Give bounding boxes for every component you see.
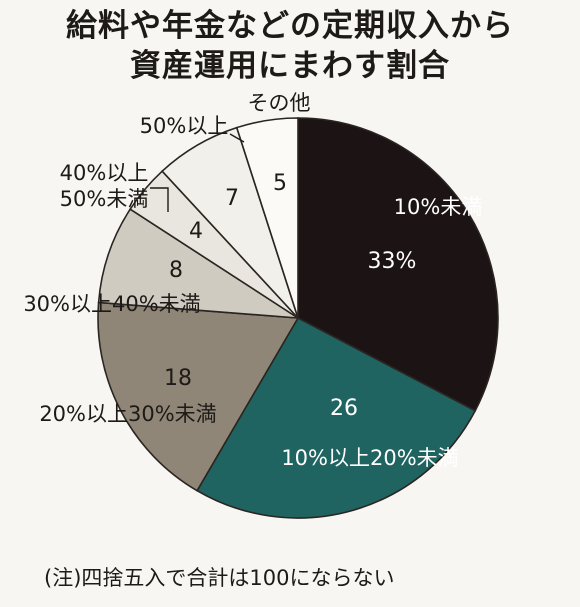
pie-slice xyxy=(235,117,299,319)
slice-category-label: 40%以上 50%未満 xyxy=(60,161,149,211)
footnote: (注)四捨五入で合計は100にならない xyxy=(44,566,395,590)
title-line-2: 資産運用にまわす割合 xyxy=(130,48,450,84)
leader-line xyxy=(150,187,169,212)
slice-value-label: 26 xyxy=(330,396,358,421)
chart-title: 給料や年金などの定期収入から 資産運用にまわす割合 xyxy=(0,6,580,86)
pie-slice xyxy=(196,316,477,519)
slice-value-label: 4 xyxy=(189,219,203,244)
slice-category-label: その他 xyxy=(248,91,311,115)
pie-slice xyxy=(97,301,300,492)
slice-value-label: 18 xyxy=(164,366,192,391)
leader-line xyxy=(229,133,245,143)
slice-category-label: 10%以上20%未満 xyxy=(281,446,458,470)
slice-value-label: 5 xyxy=(273,171,287,196)
slice-value-label: 33% xyxy=(368,249,417,274)
slice-category-label: 20%以上30%未満 xyxy=(39,402,216,426)
pie-slice xyxy=(297,117,499,412)
slice-category-label: 50%以上 xyxy=(140,114,229,138)
slice-value-label: 8 xyxy=(169,258,183,283)
title-line-1: 給料や年金などの定期収入から xyxy=(66,8,514,44)
slice-category-label: 10%未満 xyxy=(394,195,483,219)
slice-value-label: 7 xyxy=(225,186,239,211)
slice-category-label: 30%以上40%未満 xyxy=(23,292,200,316)
pie-slice xyxy=(97,208,299,319)
